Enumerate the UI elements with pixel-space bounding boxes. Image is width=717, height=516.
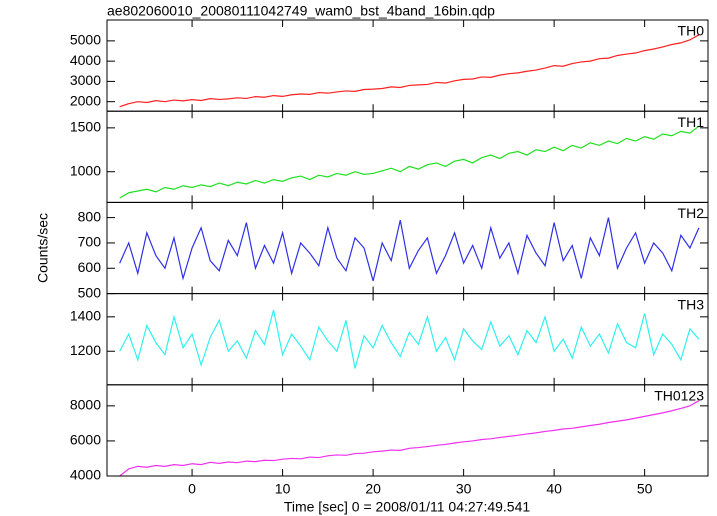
data-line <box>119 309 700 369</box>
x-axis-label: Time [sec] 0 = 2008/01/11 04:27:49.541 <box>284 499 531 515</box>
y-tick-label: 5000 <box>70 32 101 48</box>
chart-title: ae802060010_20080111042749_wam0_bst_4ban… <box>107 3 495 19</box>
y-tick-label: 600 <box>78 259 102 275</box>
y-tick-label: 1500 <box>70 119 101 135</box>
panel-label: TH0123 <box>654 388 704 404</box>
data-line <box>119 400 700 477</box>
y-tick-label: 8000 <box>70 397 101 413</box>
y-tick-label: 700 <box>78 234 102 250</box>
panel-frame <box>106 384 709 477</box>
y-tick-label: 800 <box>78 208 102 224</box>
y-tick-label: 4000 <box>70 467 101 483</box>
panel-frame <box>106 201 709 295</box>
panel-label: TH3 <box>678 296 705 312</box>
y-tick-label: 1400 <box>70 308 101 324</box>
x-tick-label: 10 <box>275 481 291 497</box>
panel-frame <box>106 19 709 112</box>
y-axis-label: Counts/sec <box>35 213 51 283</box>
x-tick-label: 40 <box>546 481 562 497</box>
y-tick-label: 1200 <box>70 342 101 358</box>
y-tick-label: 500 <box>78 284 102 300</box>
panel-label: TH2 <box>678 205 705 221</box>
y-tick-label: 2000 <box>70 92 101 108</box>
panel-frame <box>106 293 709 386</box>
x-tick-label: 30 <box>456 481 472 497</box>
y-tick-label: 1000 <box>70 162 101 178</box>
y-tick-label: 3000 <box>70 72 101 88</box>
x-tick-label: 0 <box>188 481 196 497</box>
panel-label: TH0 <box>678 23 705 39</box>
data-line <box>119 125 700 199</box>
data-line <box>119 217 700 282</box>
x-tick-label: 50 <box>637 481 653 497</box>
x-tick-label: 20 <box>365 481 381 497</box>
data-line <box>119 34 700 108</box>
y-tick-label: 6000 <box>70 432 101 448</box>
panel-frame <box>106 110 709 203</box>
y-tick-label: 4000 <box>70 52 101 68</box>
panel-label: TH1 <box>678 114 705 130</box>
